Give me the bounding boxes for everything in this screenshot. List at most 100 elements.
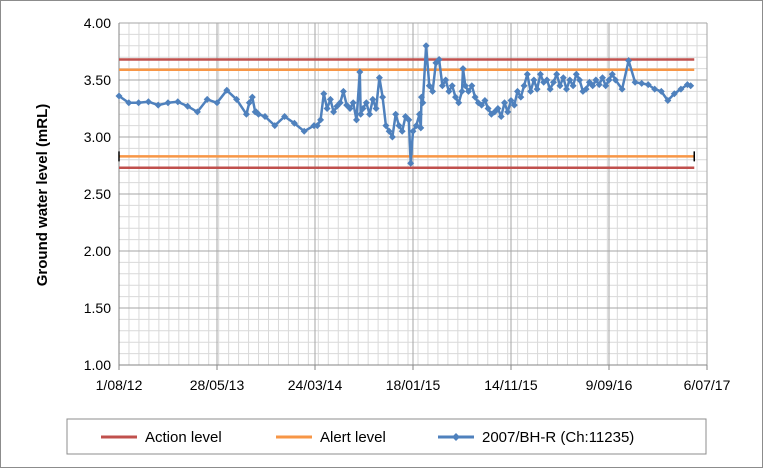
- bh-data-point: [664, 97, 672, 104]
- bh-data-point: [442, 76, 450, 84]
- bh-data-point: [422, 42, 430, 50]
- bh-data-point: [290, 119, 298, 127]
- bh-data-point: [353, 116, 360, 124]
- bh-data-point: [582, 85, 590, 93]
- bh-data-point: [608, 70, 616, 78]
- axes: [118, 23, 708, 370]
- bh-data-point: [592, 76, 600, 84]
- bh-data-point: [379, 93, 387, 101]
- bh-data-point: [369, 95, 377, 103]
- bh-data-point: [605, 76, 613, 84]
- bh-data-point: [203, 95, 211, 103]
- bh-data-point: [612, 76, 619, 84]
- bh-data-point: [448, 82, 456, 90]
- bh-data-point: [271, 122, 279, 130]
- bh-data-point: [459, 65, 467, 73]
- bh-data-point: [313, 122, 321, 130]
- bh-data-point: [465, 87, 472, 95]
- bh-data-point: [527, 87, 535, 95]
- bh-data-point: [417, 124, 425, 132]
- bh-data-point: [392, 110, 400, 118]
- x-tick-label: 28/05/13: [190, 377, 245, 393]
- bh-data-point: [115, 92, 123, 100]
- bh-data-point: [478, 101, 486, 109]
- bh-data-point: [438, 82, 446, 90]
- bh-data-point: [589, 82, 597, 90]
- bh-data-point: [326, 95, 334, 103]
- bh-data-point: [255, 110, 262, 118]
- bh-data-point: [481, 97, 489, 104]
- bh-data-point: [407, 159, 415, 167]
- bh-data-point: [435, 56, 443, 63]
- bh-data-point: [638, 79, 646, 87]
- bh-data-point: [261, 113, 269, 120]
- y-tick-label: 3.00: [84, 129, 111, 145]
- bh-data-point: [497, 113, 505, 120]
- bh-data-point: [362, 99, 370, 107]
- bh-data-point: [631, 78, 639, 86]
- bh-data-point: [233, 95, 241, 103]
- legend-marker-bh: [452, 433, 460, 441]
- bh-data-point: [382, 122, 390, 130]
- bh-data-point: [193, 108, 201, 116]
- bh-data-point: [385, 127, 393, 135]
- bh-data-point: [359, 105, 367, 112]
- bh-data-point: [569, 82, 577, 90]
- x-tick-label: 14/11/15: [484, 377, 538, 393]
- bh-data-point: [523, 70, 531, 78]
- bh-data-point: [543, 76, 551, 84]
- y-tick-label: 1.00: [84, 357, 111, 373]
- grid: [118, 22, 708, 366]
- bh-data-point: [320, 90, 328, 98]
- bh-data-point: [595, 81, 603, 89]
- bh-data-point: [602, 82, 610, 90]
- bh-data-point: [154, 101, 162, 109]
- bh-data-point: [644, 81, 652, 89]
- bh-data-point: [550, 78, 557, 86]
- y-tick-label: 3.50: [84, 72, 111, 88]
- y-tick-label: 1.50: [84, 300, 111, 316]
- bh-data-point: [281, 113, 289, 120]
- bh-data-point: [300, 127, 308, 135]
- bh-data-point: [452, 93, 459, 101]
- bh-data-point: [330, 108, 338, 116]
- bh-data-point: [677, 85, 685, 93]
- bh-data-point: [125, 99, 133, 107]
- bh-data-point: [412, 122, 420, 130]
- bh-data-point: [336, 99, 344, 107]
- bh-data-point: [651, 85, 659, 93]
- bh-data-point: [657, 87, 665, 95]
- bh-data-point: [356, 68, 364, 76]
- x-tick-label: 9/09/16: [586, 377, 633, 393]
- bh-data-point: [455, 99, 463, 107]
- legend: Action level Alert level 2007/BH-R (Ch:1…: [66, 418, 707, 455]
- bh-data-point: [461, 82, 469, 90]
- plot-series: [115, 42, 696, 170]
- x-tick-label: 24/03/14: [288, 377, 343, 393]
- bh-data-point: [618, 85, 626, 93]
- bh-data-point: [429, 87, 437, 95]
- x-tick-label: 18/01/15: [386, 377, 441, 393]
- legend-label-bh: 2007/BH-R (Ch:11235): [482, 429, 634, 446]
- bh-data-point: [164, 99, 172, 107]
- bh-data-point: [504, 108, 512, 116]
- y-tick-label: 4.00: [84, 15, 111, 31]
- bh-data-point: [405, 116, 413, 124]
- bh-data-point: [484, 105, 492, 112]
- y-tick-label: 2.50: [84, 186, 111, 202]
- bh-data-point: [576, 76, 584, 84]
- legend-label-alert: Alert level: [320, 429, 386, 446]
- bh-data-point: [533, 85, 541, 93]
- bh-data-point: [418, 93, 425, 101]
- legend-label-action: Action level: [145, 429, 222, 446]
- bh-data-point: [174, 98, 182, 106]
- bh-data-point: [510, 101, 518, 109]
- bh-data-point: [419, 99, 427, 107]
- bh-data-point: [395, 122, 403, 130]
- y-tick-label: 2.00: [84, 243, 111, 259]
- bh-data-point: [323, 105, 331, 112]
- bh-data-point: [530, 76, 538, 84]
- bh-data-point: [242, 110, 250, 118]
